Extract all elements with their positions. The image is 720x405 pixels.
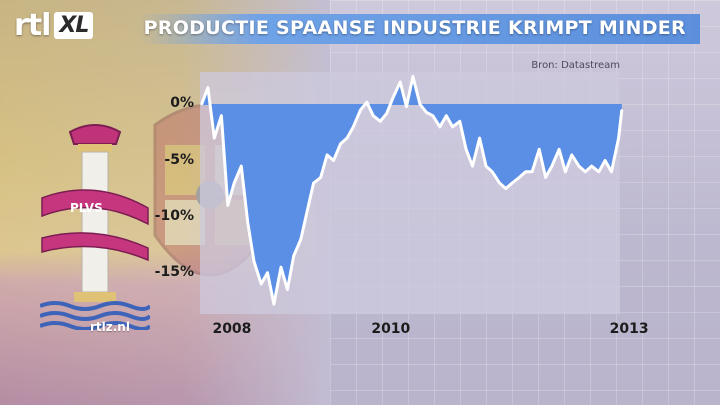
data-point bbox=[339, 142, 342, 145]
data-point bbox=[451, 125, 454, 128]
data-point bbox=[326, 153, 329, 156]
data-point bbox=[292, 254, 295, 257]
x-tick-label: 2013 bbox=[609, 321, 649, 337]
data-point bbox=[352, 125, 355, 128]
data-point bbox=[458, 120, 461, 123]
data-point bbox=[346, 137, 348, 140]
data-point bbox=[511, 182, 514, 184]
data-point bbox=[319, 176, 322, 179]
y-tick-label: 0% bbox=[170, 95, 194, 112]
x-tick-label: 2008 bbox=[212, 321, 252, 337]
data-point bbox=[597, 170, 600, 173]
data-point bbox=[438, 125, 441, 128]
data-point bbox=[312, 182, 315, 184]
data-point bbox=[246, 221, 249, 224]
data-point bbox=[550, 165, 553, 168]
data-point bbox=[226, 204, 229, 207]
data-point bbox=[558, 148, 561, 151]
data-point bbox=[431, 114, 434, 117]
data-point bbox=[485, 165, 487, 168]
title-bar: PRODUCTIE SPAANSE INDUSTRIE KRIMPT MINDE… bbox=[138, 14, 700, 44]
footer-url: rtlz.nl bbox=[90, 320, 130, 334]
data-point bbox=[610, 170, 613, 173]
data-point bbox=[518, 176, 521, 179]
data-point bbox=[280, 266, 282, 269]
data-point bbox=[405, 105, 408, 108]
data-point bbox=[372, 114, 375, 117]
data-point bbox=[206, 86, 209, 89]
data-point bbox=[590, 165, 593, 168]
data-point bbox=[379, 120, 382, 123]
data-point bbox=[620, 109, 623, 111]
data-point bbox=[425, 111, 428, 114]
data-point bbox=[524, 170, 527, 173]
data-point bbox=[359, 109, 362, 111]
data-point bbox=[531, 170, 534, 173]
data-point bbox=[465, 148, 468, 151]
data-point bbox=[260, 283, 263, 285]
y-tick-label: -15% bbox=[154, 263, 194, 280]
data-point bbox=[233, 182, 236, 184]
data-point bbox=[240, 165, 243, 168]
y-tick-label: -10% bbox=[154, 207, 194, 224]
data-point bbox=[272, 303, 275, 306]
data-point bbox=[445, 114, 448, 117]
data-point bbox=[478, 137, 481, 140]
data-point bbox=[253, 260, 255, 263]
rtlxl-logo[interactable]: rtl XL bbox=[14, 7, 94, 43]
data-point bbox=[471, 165, 474, 168]
data-point bbox=[577, 165, 580, 168]
emblem-lettering: PLVS bbox=[70, 201, 103, 215]
data-point bbox=[498, 182, 501, 184]
data-point bbox=[584, 170, 587, 173]
series-area bbox=[201, 76, 622, 305]
data-point bbox=[213, 137, 216, 140]
data-point bbox=[570, 153, 573, 156]
source-note: Bron: Datastream bbox=[531, 60, 620, 71]
y-tick-label: -5% bbox=[164, 151, 194, 168]
data-point bbox=[604, 159, 607, 162]
data-point bbox=[220, 114, 223, 117]
data-point bbox=[411, 75, 414, 78]
data-point bbox=[365, 101, 368, 104]
data-point bbox=[564, 170, 567, 173]
data-point bbox=[399, 81, 402, 83]
data-point bbox=[617, 137, 620, 140]
data-point bbox=[385, 112, 388, 115]
data-point bbox=[266, 271, 269, 274]
data-point bbox=[306, 210, 309, 212]
pillar-emblem-icon: PLVS bbox=[40, 124, 150, 330]
logo-xl-badge: XL bbox=[54, 11, 94, 39]
logo-rtl-text: rtl bbox=[14, 7, 51, 43]
chart-title: PRODUCTIE SPAANSE INDUSTRIE KRIMPT MINDE… bbox=[143, 17, 686, 39]
data-point bbox=[544, 176, 547, 179]
data-point bbox=[392, 96, 394, 99]
data-point bbox=[299, 238, 302, 241]
data-point bbox=[491, 170, 494, 173]
data-point bbox=[332, 159, 335, 162]
data-point bbox=[504, 187, 507, 190]
data-point bbox=[286, 288, 289, 291]
data-point bbox=[200, 103, 203, 106]
x-tick-label: 2010 bbox=[371, 321, 411, 337]
data-point bbox=[419, 103, 421, 106]
data-point bbox=[538, 148, 541, 151]
